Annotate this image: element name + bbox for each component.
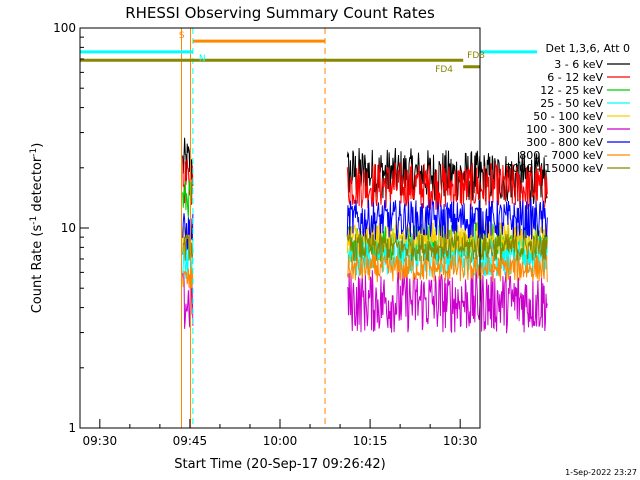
legend-label-800-7000-kev: 800 - 7000 keV — [519, 149, 603, 162]
y-axis-label-sup-2: -1 — [29, 148, 39, 157]
trace-7000-15000-kev — [182, 233, 548, 262]
y-tick-label-1: 1 — [68, 421, 76, 435]
legend-label-6-12-kev: 6 - 12 keV — [547, 71, 603, 84]
legend-label-7000-15000-kev: 7000 - 15000 keV — [505, 162, 603, 175]
y-axis-label-tail: detector — [30, 156, 45, 216]
x-tick-label-0930: 09:30 — [83, 434, 118, 448]
timestamp: 1-Sep-2022 23:27 — [565, 468, 637, 477]
y-axis-label-close: ) — [30, 143, 45, 148]
legend-label-3-6-kev: 3 - 6 keV — [554, 58, 603, 71]
status-label-fd4: FD4 — [435, 65, 453, 75]
y-tick-label-100: 100 — [53, 21, 76, 35]
legend-label-50-100-kev: 50 - 100 keV — [533, 110, 603, 123]
legend-title: Det 1,3,6, Att 0 — [546, 42, 630, 55]
trace-300-800-kev — [182, 198, 548, 251]
x-tick-label-1030: 10:30 — [443, 434, 478, 448]
data-traces — [182, 137, 548, 334]
y-axis-label-main: Count Rate (s — [30, 225, 45, 314]
legend-label-300-800-kev: 300 - 800 keV — [526, 136, 603, 149]
legend-label-12-25-kev: 12 - 25 keV — [540, 84, 603, 97]
legend-label-25-50-kev: 25 - 50 keV — [540, 97, 603, 110]
status-label-n: N — [199, 54, 206, 64]
y-axis-label: Count Rate (s-1 detector-1) — [29, 143, 45, 314]
y-tick-label-10: 10 — [61, 221, 76, 235]
trace-100-300-kev — [182, 269, 548, 334]
x-tick-label-0945: 09:45 — [173, 434, 208, 448]
legend-label-100-300-kev: 100 - 300 keV — [526, 123, 603, 136]
x-axis-label: Start Time (20-Sep-17 09:26:42) — [174, 457, 385, 472]
status-label-fd3: FD3 — [467, 51, 485, 61]
trace-800-7000-kev — [182, 253, 548, 289]
y-axis-label-sup-1: -1 — [29, 216, 39, 225]
x-tick-label-1000: 10:00 — [263, 434, 298, 448]
y-axis-ticks: 1 10 100 — [53, 21, 89, 435]
chart-title: RHESSI Observing Summary Count Rates — [125, 4, 435, 22]
status-label-s: S — [179, 31, 185, 41]
status-bars: S N FD3 FD4 — [80, 31, 538, 75]
trace-6-12-kev — [182, 158, 548, 211]
x-tick-label-1015: 10:15 — [353, 434, 388, 448]
x-axis-ticks: 09:30 09:45 10:00 10:15 10:30 — [83, 419, 478, 448]
